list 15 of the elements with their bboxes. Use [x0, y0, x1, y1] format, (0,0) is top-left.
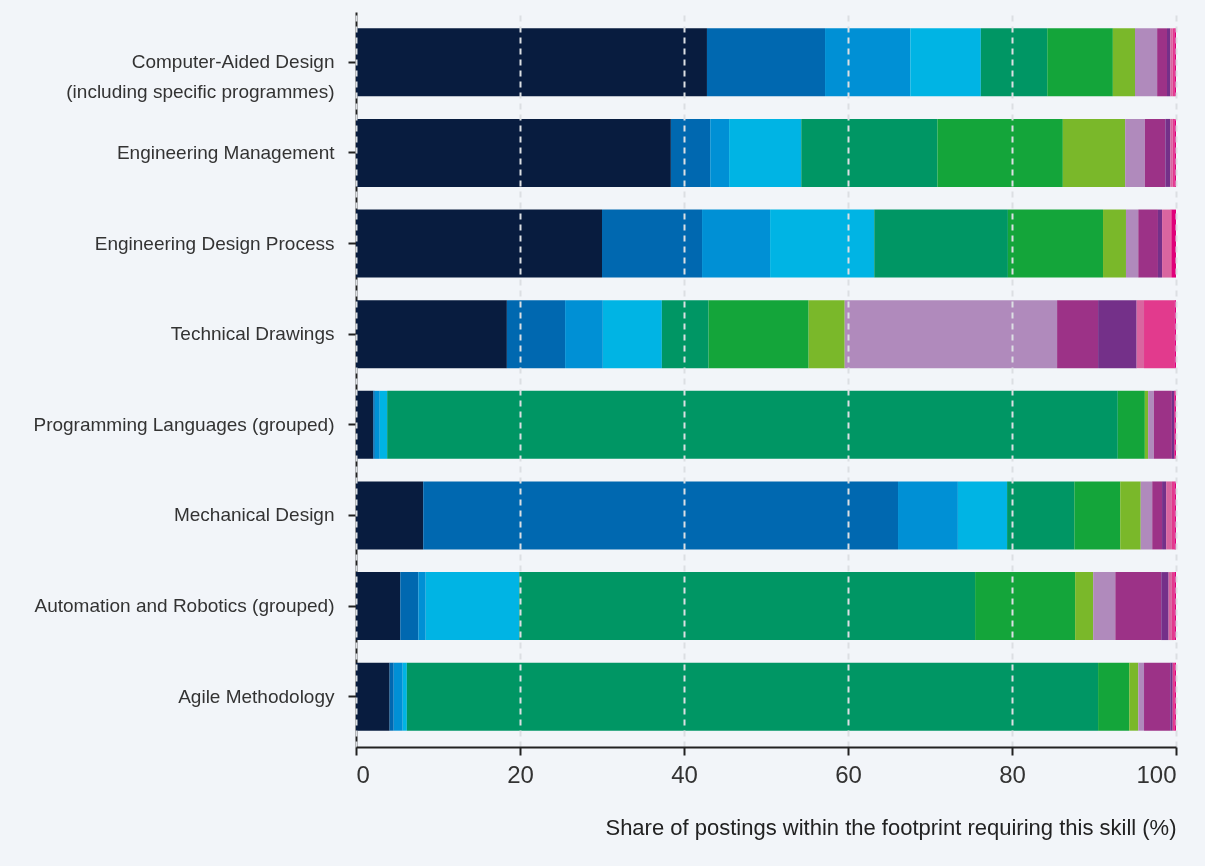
y-tick-label: Engineering Management: [116, 141, 336, 163]
y-tick-label: Engineering Design Process: [94, 232, 335, 254]
x-tick-label: 20: [507, 760, 534, 788]
y-tick-label: Programming Languages (grouped): [33, 413, 335, 435]
x-tick-label: 100: [1136, 760, 1177, 788]
x-tick-label: 0: [356, 760, 370, 788]
x-tick-label: 60: [835, 760, 862, 788]
y-tick-label: Technical Drawings: [170, 323, 335, 345]
y-tick-label: Computer-Aided Design (including specific programmes): [66, 51, 335, 103]
x-axis-title: Share of postings within the footprint requiring this skill (%): [605, 814, 1177, 840]
y-tick-label: Mechanical Design: [173, 504, 335, 526]
x-tick-label: 80: [999, 760, 1026, 788]
y-tick-label: Automation and Robotics (grouped): [34, 595, 335, 617]
x-tick-label: 40: [671, 760, 698, 788]
y-tick-label: Agile Methodology: [178, 685, 335, 707]
